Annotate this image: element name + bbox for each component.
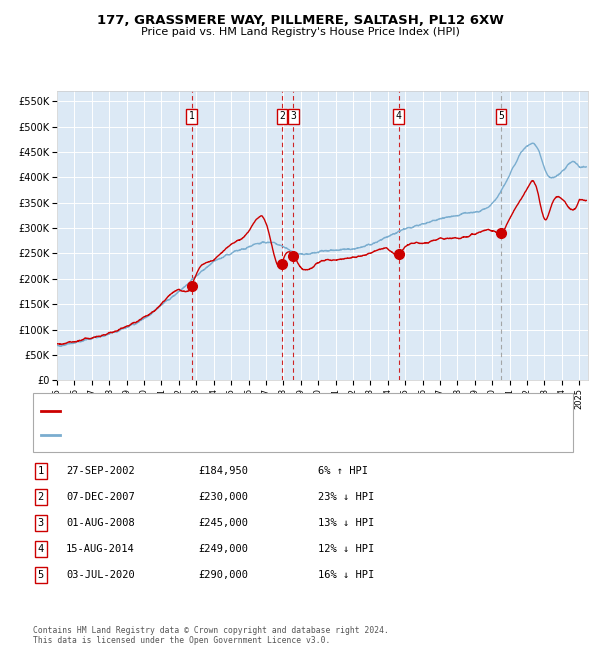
Text: 3: 3 xyxy=(290,111,296,122)
Text: 03-JUL-2020: 03-JUL-2020 xyxy=(66,570,135,580)
Text: £249,000: £249,000 xyxy=(198,544,248,554)
Text: 13% ↓ HPI: 13% ↓ HPI xyxy=(318,518,374,528)
Text: 4: 4 xyxy=(395,111,401,122)
Text: 07-DEC-2007: 07-DEC-2007 xyxy=(66,492,135,502)
Text: 6% ↑ HPI: 6% ↑ HPI xyxy=(318,466,368,476)
Text: 2: 2 xyxy=(38,492,44,502)
Text: 12% ↓ HPI: 12% ↓ HPI xyxy=(318,544,374,554)
Text: £245,000: £245,000 xyxy=(198,518,248,528)
Text: 3: 3 xyxy=(38,518,44,528)
Text: 177, GRASSMERE WAY, PILLMERE, SALTASH, PL12 6XW: 177, GRASSMERE WAY, PILLMERE, SALTASH, P… xyxy=(97,14,503,27)
Text: 2: 2 xyxy=(279,111,285,122)
Text: £290,000: £290,000 xyxy=(198,570,248,580)
Text: 23% ↓ HPI: 23% ↓ HPI xyxy=(318,492,374,502)
Text: 4: 4 xyxy=(38,544,44,554)
Text: 177, GRASSMERE WAY, PILLMERE, SALTASH, PL12 6XW (detached house): 177, GRASSMERE WAY, PILLMERE, SALTASH, P… xyxy=(63,406,431,415)
Text: £230,000: £230,000 xyxy=(198,492,248,502)
Text: 1: 1 xyxy=(38,466,44,476)
Text: This data is licensed under the Open Government Licence v3.0.: This data is licensed under the Open Gov… xyxy=(33,636,331,645)
Text: 1: 1 xyxy=(189,111,194,122)
Text: Price paid vs. HM Land Registry's House Price Index (HPI): Price paid vs. HM Land Registry's House … xyxy=(140,27,460,37)
Text: 15-AUG-2014: 15-AUG-2014 xyxy=(66,544,135,554)
Text: 5: 5 xyxy=(498,111,504,122)
Text: Contains HM Land Registry data © Crown copyright and database right 2024.: Contains HM Land Registry data © Crown c… xyxy=(33,626,389,635)
Text: 16% ↓ HPI: 16% ↓ HPI xyxy=(318,570,374,580)
Text: 01-AUG-2008: 01-AUG-2008 xyxy=(66,518,135,528)
Text: 5: 5 xyxy=(38,570,44,580)
Text: HPI: Average price, detached house, Cornwall: HPI: Average price, detached house, Corn… xyxy=(63,431,316,440)
Text: 27-SEP-2002: 27-SEP-2002 xyxy=(66,466,135,476)
Text: £184,950: £184,950 xyxy=(198,466,248,476)
